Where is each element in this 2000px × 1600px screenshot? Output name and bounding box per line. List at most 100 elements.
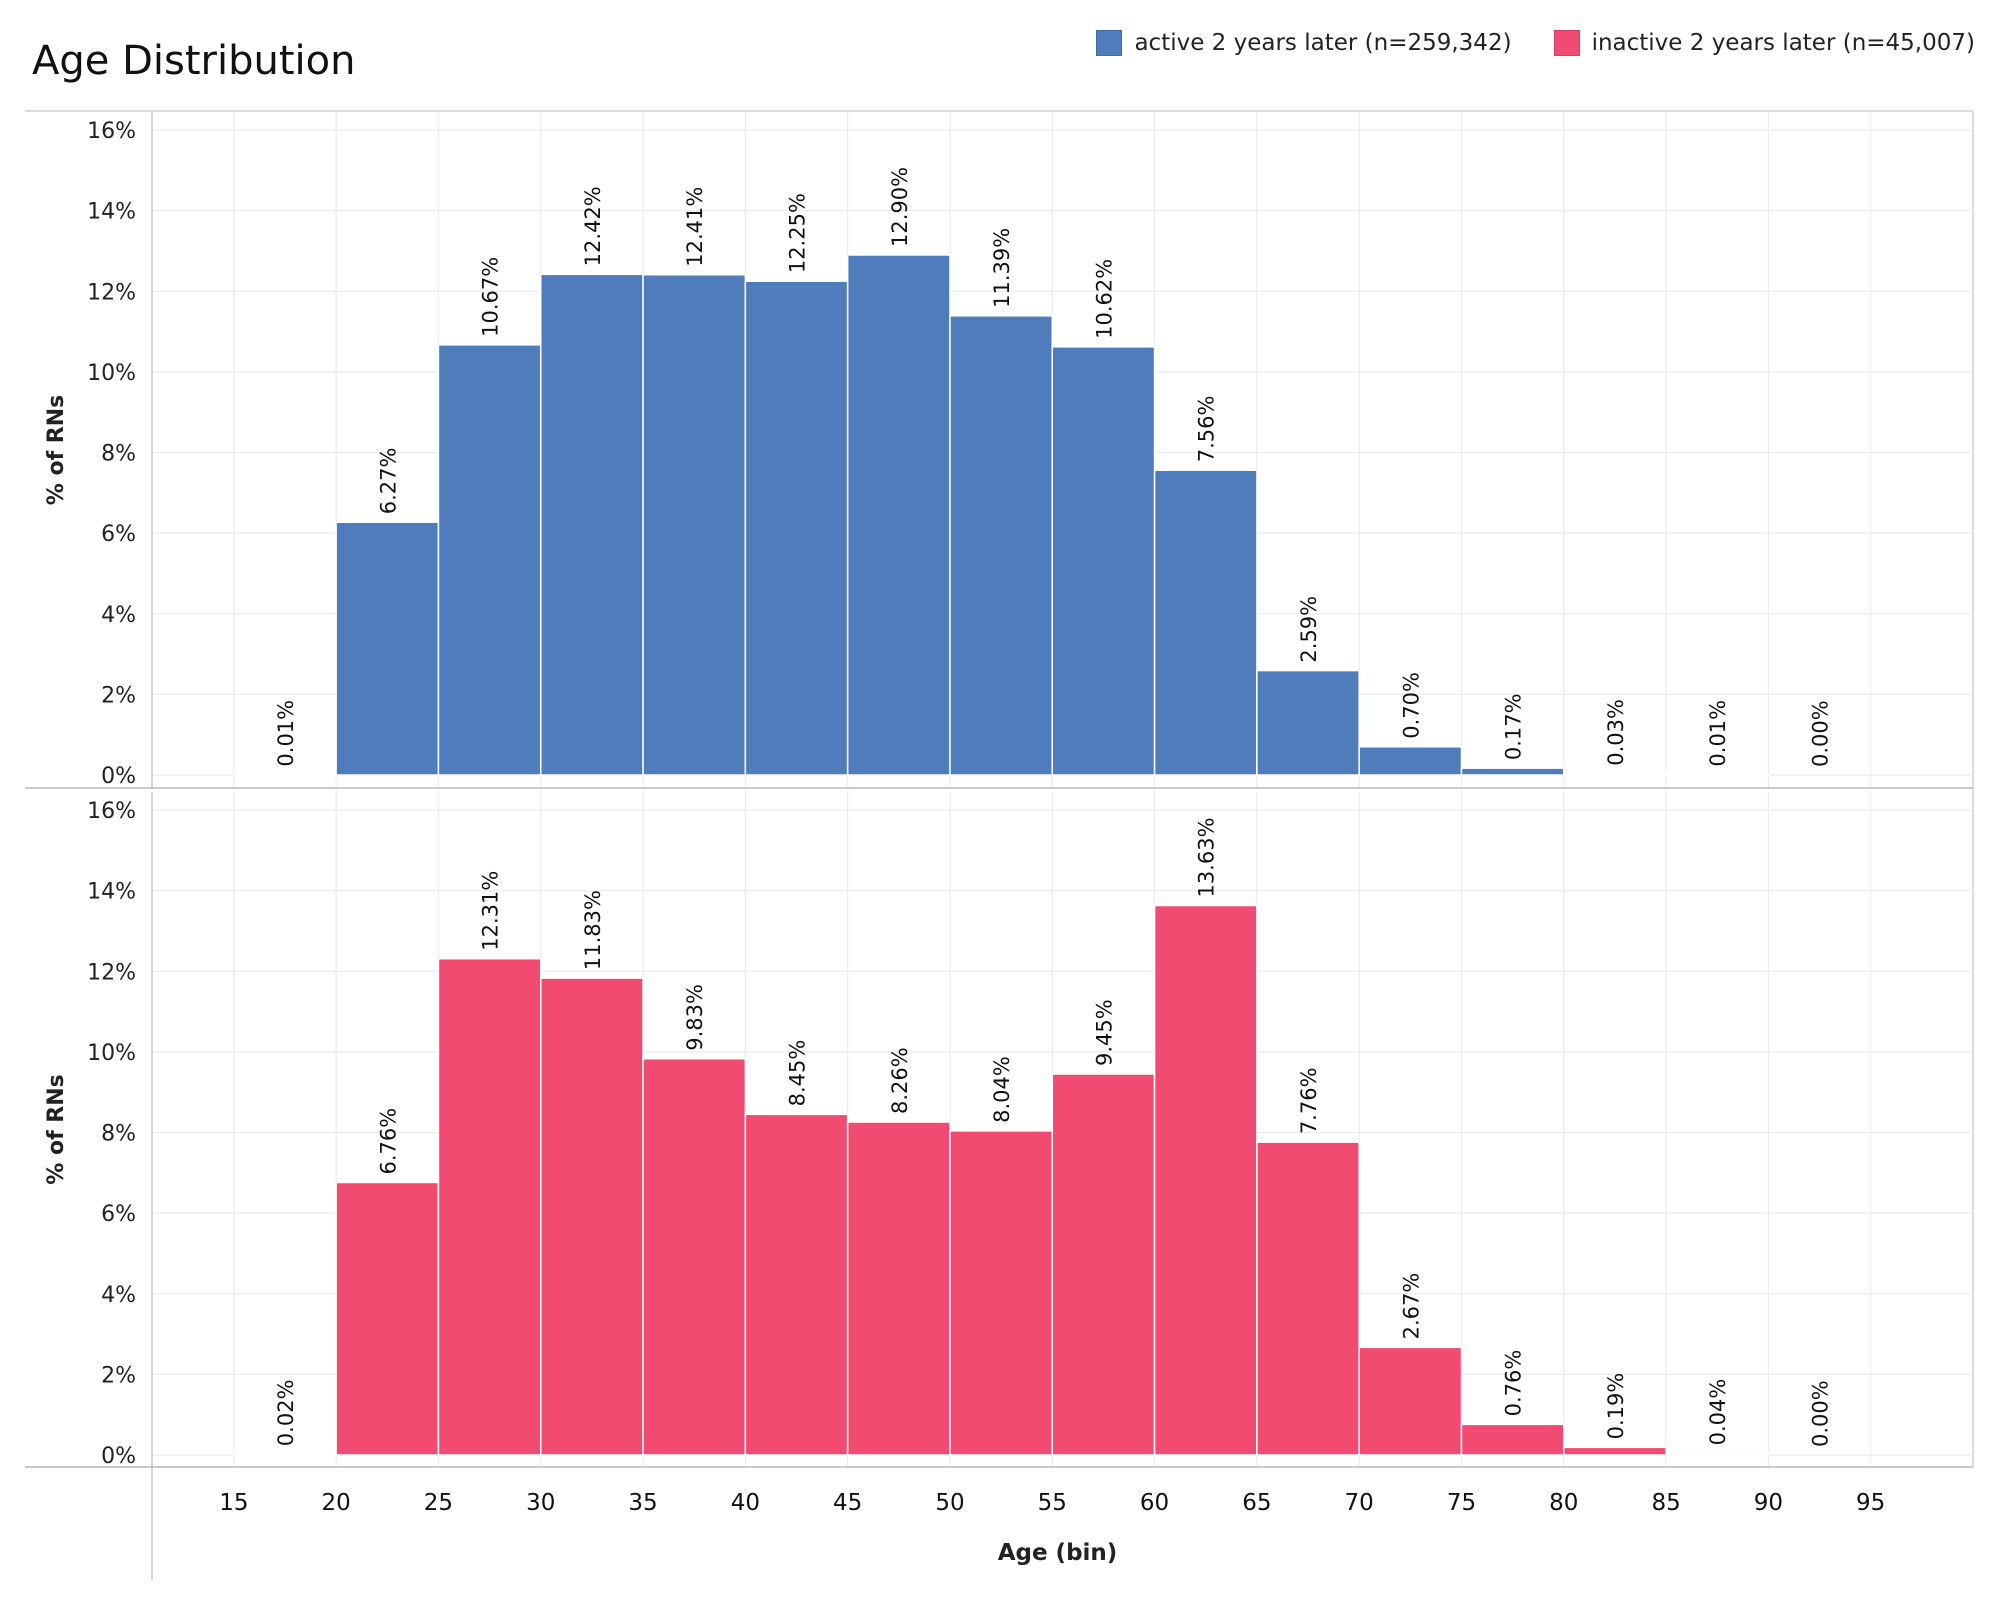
x-tick-label: 45 <box>833 1490 862 1516</box>
bar <box>744 280 849 776</box>
data-label: 0.00% <box>1809 700 1833 767</box>
x-tick-label: 25 <box>424 1490 453 1516</box>
x-tick-label: 70 <box>1345 1490 1374 1516</box>
y-tick-label: 10% <box>87 1041 136 1066</box>
x-tick-label: 85 <box>1651 1490 1680 1516</box>
data-label: 12.25% <box>786 193 810 273</box>
x-tick-label: 30 <box>526 1490 555 1516</box>
y-tick-label: 8% <box>101 442 136 467</box>
y-tick-label: 10% <box>87 361 136 386</box>
data-label: 7.56% <box>1195 396 1219 463</box>
legend-label-inactive: inactive 2 years later (n=45,007) <box>1591 30 1975 56</box>
x-tick-label: 20 <box>322 1490 351 1516</box>
bar <box>949 315 1054 776</box>
x-tick-label: 35 <box>628 1490 657 1516</box>
data-label: 0.76% <box>1502 1350 1526 1417</box>
y-tick-label: 4% <box>101 603 136 628</box>
data-label: 10.62% <box>1092 259 1116 339</box>
bar <box>1358 746 1463 776</box>
bar <box>1256 669 1360 776</box>
data-label: 8.45% <box>786 1040 810 1107</box>
data-label: 6.76% <box>376 1108 400 1175</box>
data-label: 0.70% <box>1399 672 1423 739</box>
bar <box>540 273 644 776</box>
x-tick-label: 95 <box>1856 1490 1885 1516</box>
bar <box>1460 1423 1565 1456</box>
bar <box>1256 1141 1360 1456</box>
data-label: 0.02% <box>274 1379 298 1446</box>
y-axis-title: % of RNs <box>44 1074 69 1185</box>
y-tick-label: 16% <box>87 119 136 144</box>
data-label: 8.26% <box>888 1047 912 1114</box>
data-label: 0.19% <box>1604 1373 1628 1440</box>
x-tick-label: 15 <box>219 1490 248 1516</box>
bar <box>1460 767 1565 776</box>
bar <box>1563 1446 1667 1456</box>
chart-title: Age Distribution <box>32 38 356 84</box>
bar <box>1358 1346 1463 1456</box>
data-label: 11.83% <box>581 890 605 970</box>
y-tick-label: 0% <box>101 1444 136 1469</box>
y-axis-title: % of RNs <box>44 395 69 506</box>
data-label: 12.31% <box>479 871 503 951</box>
bar <box>437 344 542 776</box>
y-tick-label: 2% <box>101 1363 136 1388</box>
y-tick-label: 6% <box>101 1202 136 1227</box>
data-label: 0.01% <box>1706 700 1730 767</box>
bar <box>540 977 644 1456</box>
data-label: 12.42% <box>581 186 605 266</box>
data-label: 13.63% <box>1195 817 1219 897</box>
data-label: 11.39% <box>990 228 1014 308</box>
data-label: 9.83% <box>683 984 707 1051</box>
x-tick-label: 80 <box>1549 1490 1578 1516</box>
legend-label-active: active 2 years later (n=259,342) <box>1134 30 1512 56</box>
data-label: 9.45% <box>1092 999 1116 1066</box>
bar <box>949 1130 1054 1456</box>
legend-swatch-inactive <box>1553 30 1580 56</box>
y-tick-label: 6% <box>101 522 136 547</box>
y-tick-label: 12% <box>87 960 136 985</box>
bar <box>642 1057 747 1456</box>
bar <box>1563 773 1667 777</box>
y-tick-label: 12% <box>87 280 136 305</box>
data-label: 0.00% <box>1809 1380 1833 1447</box>
x-tick-label: 50 <box>935 1490 964 1516</box>
y-tick-label: 2% <box>101 683 136 708</box>
x-tick-label: 75 <box>1447 1490 1476 1516</box>
x-tick-label: 60 <box>1140 1490 1169 1516</box>
bar <box>233 1453 337 1457</box>
x-axis-title: Age (bin) <box>998 1540 1118 1566</box>
bar <box>1051 1073 1156 1456</box>
bar <box>1665 1452 1770 1456</box>
y-tick-label: 4% <box>101 1283 136 1308</box>
bar <box>642 273 747 776</box>
bar <box>744 1113 849 1456</box>
y-tick-label: 14% <box>87 880 136 905</box>
y-tick-label: 8% <box>101 1122 136 1147</box>
bar <box>846 1121 951 1456</box>
legend: active 2 years later (n=259,342) inactiv… <box>1096 30 1975 56</box>
y-tick-label: 16% <box>87 799 136 824</box>
y-tick-label: 14% <box>87 200 136 225</box>
data-label: 2.59% <box>1297 596 1321 663</box>
data-label: 8.04% <box>990 1056 1014 1123</box>
x-tick-label: 90 <box>1754 1490 1783 1516</box>
legend-item-inactive[interactable]: inactive 2 years later (n=45,007) <box>1553 30 1975 56</box>
data-label: 0.01% <box>274 700 298 767</box>
bar <box>1665 773 1770 777</box>
bar <box>335 521 440 776</box>
legend-swatch-active <box>1096 30 1123 56</box>
bar <box>437 958 542 1456</box>
data-label: 7.76% <box>1297 1067 1321 1134</box>
bar <box>1153 469 1258 776</box>
x-tick-label: 40 <box>731 1490 760 1516</box>
data-label: 12.41% <box>683 187 707 267</box>
y-tick-label: 0% <box>101 764 136 789</box>
data-label: 10.67% <box>479 257 503 337</box>
legend-item-active[interactable]: active 2 years later (n=259,342) <box>1096 30 1512 56</box>
bar <box>846 254 951 776</box>
data-label: 2.67% <box>1399 1273 1423 1340</box>
x-tick-label: 55 <box>1038 1490 1067 1516</box>
bar <box>1051 346 1156 776</box>
bar <box>233 773 337 777</box>
